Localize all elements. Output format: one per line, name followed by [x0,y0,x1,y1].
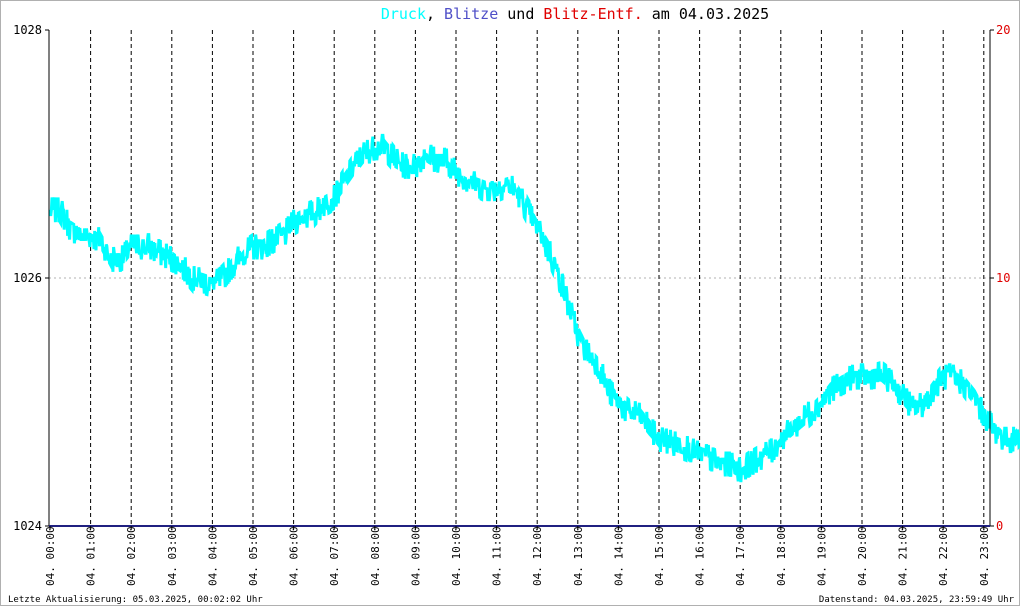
series-layer [48,133,1020,483]
x-tick-label: 04. 12:00 [531,526,544,586]
x-tick-label: 04. 01:00 [85,526,98,586]
x-tick-label: 04. 14:00 [612,526,625,586]
footer-last-update: Letzte Aktualisierung: 05.03.2025, 00:02… [8,595,263,605]
x-tick-label: 04. 07:00 [328,526,341,586]
x-tick-label: 04. 20:00 [856,526,869,586]
x-tick-label: 04. 17:00 [734,526,747,586]
x-tick-label: 04. 02:00 [125,526,138,586]
x-tick-label: 04. 09:00 [409,526,422,586]
x-tick-label: 04. 03:00 [166,526,179,586]
y-left-tick-label: 1024 [13,519,42,533]
x-tick-label: 04. 22:00 [937,526,950,586]
title-blitze: Blitze [444,5,498,23]
x-tick-label: 04. 16:00 [694,526,707,586]
title-und: und [507,5,534,23]
x-tick-label: 04. 15:00 [653,526,666,586]
x-tick-label: 04. 23:00 [978,526,991,586]
title-am: am [652,5,670,23]
x-tick-label: 04. 08:00 [369,526,382,586]
y-right-tick-label: 10 [996,271,1010,285]
title-date: 04.03.2025 [679,5,769,23]
x-tick-label: 04. 21:00 [897,526,910,586]
y-left-tick-label: 1026 [13,271,42,285]
title-druck: Druck [381,5,426,23]
x-tick-label: 04. 00:00 [44,526,57,586]
chart-title: Druck, Blitze und Blitz-Entf. am 04.03.2… [381,5,769,23]
x-tick-label: 04. 05:00 [247,526,260,586]
footer-data-status: Datenstand: 04.03.2025, 23:59:49 Uhr [819,595,1015,605]
series-druck [48,133,1020,483]
y-right-tick-label: 0 [996,519,1003,533]
axes-layer: 1024 1026 1028 0 10 20 04. 00:00 04. 01:00 04. 0… [13,23,1010,586]
x-tick-label: 04. 04:00 [206,526,219,586]
x-tick-label: 04. 13:00 [572,526,585,586]
y-left-tick-label: 1028 [13,23,42,37]
x-tick-label: 04. 19:00 [815,526,828,586]
x-tick-label: 04. 11:00 [491,526,504,586]
y-right-tick-label: 20 [996,23,1010,37]
x-tick-label: 04. 18:00 [775,526,788,586]
x-tick-label: 04. 06:00 [288,526,301,586]
x-tick-label: 04. 10:00 [450,526,463,586]
title-blitz-entf: Blitz-Entf. [543,5,642,23]
title-separator: , [426,5,435,23]
